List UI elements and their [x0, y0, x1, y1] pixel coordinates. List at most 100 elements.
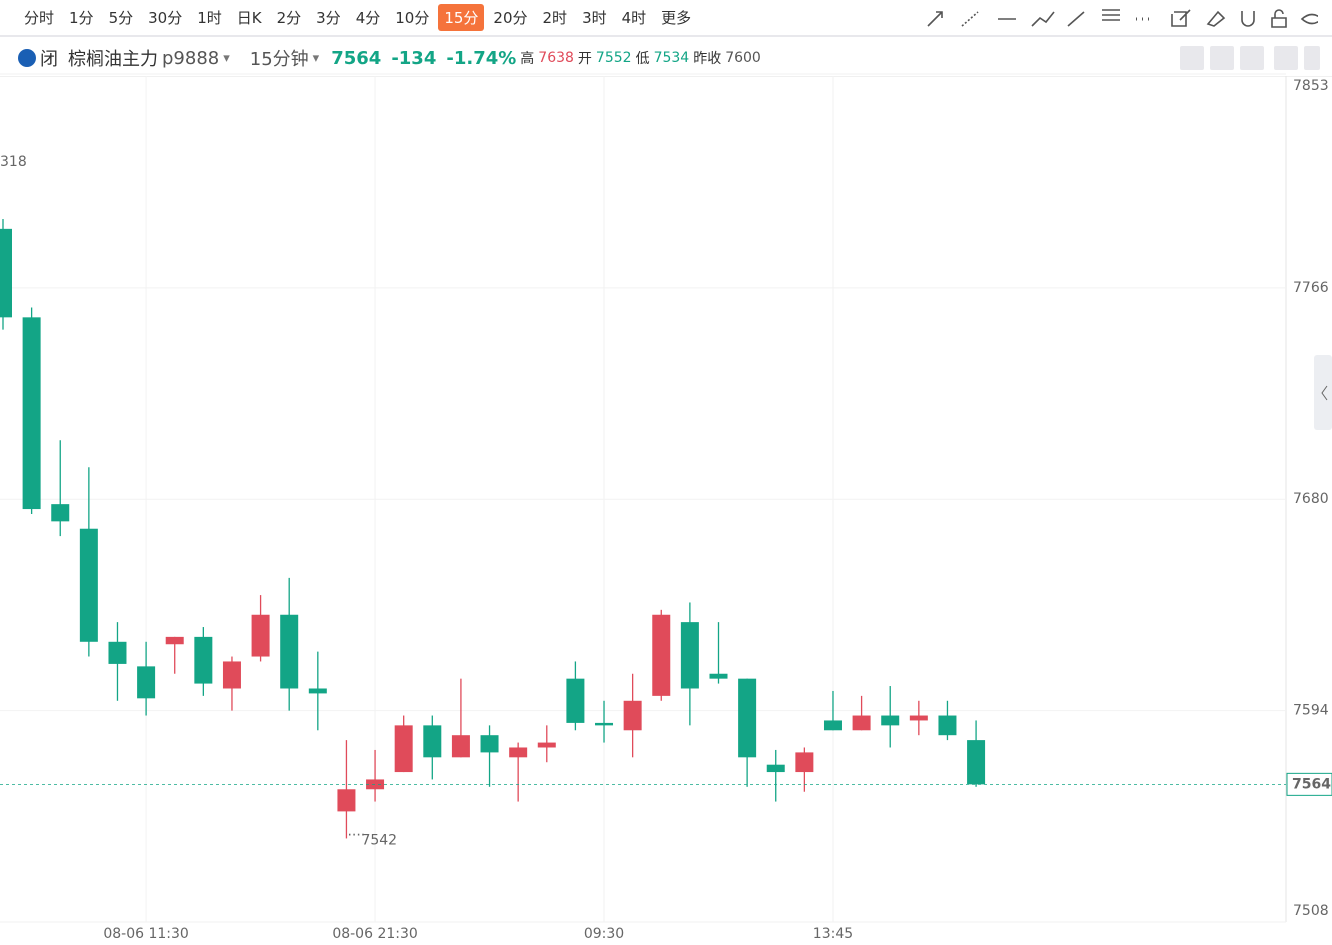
period-tab[interactable]: 3时: [582, 9, 607, 27]
candle-body: [0, 228, 12, 318]
caret: ▾: [223, 50, 230, 66]
candle-body: [394, 725, 413, 773]
period-tab[interactable]: 15分: [438, 4, 485, 31]
y-tick-label: 7853: [1293, 78, 1329, 94]
caret: ▾: [312, 50, 320, 66]
logo: [18, 49, 36, 67]
period-tab[interactable]: 20分: [493, 9, 528, 27]
prev-label: 昨收: [693, 51, 722, 67]
period-tabs: 分时 1分 5分 30分 1时 日K 2分 3分 4分 10分 15分 20分 2时 3时 4时 更多: [18, 4, 700, 31]
btn[interactable]: [1240, 46, 1264, 70]
x-tick-label: 13:45: [813, 926, 853, 942]
candle-body: [51, 504, 70, 522]
draw-tools: [927, 9, 1318, 28]
candle-body: [766, 764, 785, 773]
symbol-name: 棕榈油主力: [68, 49, 158, 70]
candle-body: [537, 742, 556, 748]
x-tick-label: 08-06 21:30: [332, 926, 417, 942]
polyline-tool[interactable]: [1031, 11, 1055, 27]
period-tab[interactable]: 分时: [24, 9, 55, 27]
period-tab[interactable]: 4分: [355, 9, 381, 27]
lock-tool[interactable]: [1271, 9, 1287, 28]
fib-tool[interactable]: [1102, 9, 1120, 21]
btn[interactable]: [1274, 46, 1298, 70]
ray-tool[interactable]: [961, 11, 979, 27]
candle-body: [451, 735, 470, 758]
period-tab[interactable]: 10分: [395, 9, 430, 27]
magnet-tool[interactable]: [1241, 11, 1255, 27]
candle-body: [967, 740, 986, 785]
x-tick-label: 08-06 11:30: [103, 926, 188, 942]
period-tab[interactable]: 5分: [108, 9, 134, 27]
high: 7638: [538, 50, 574, 66]
change: -134: [391, 47, 437, 69]
period[interactable]: 15分钟: [249, 49, 309, 70]
price: 7564: [331, 47, 382, 69]
candle-body: [823, 720, 842, 731]
high-label: 高: [520, 51, 535, 67]
note-tool[interactable]: [1171, 9, 1191, 27]
candle-body: [137, 666, 156, 699]
candle-body: [709, 673, 728, 679]
low-label: 7542: [361, 832, 397, 848]
period-tab[interactable]: 2时: [542, 9, 568, 27]
candle-body: [222, 661, 241, 689]
btn[interactable]: [1210, 46, 1234, 70]
candle-body: [938, 715, 957, 736]
candle-body: [22, 317, 41, 510]
btn[interactable]: [1180, 46, 1204, 70]
period-tab[interactable]: 1时: [197, 9, 222, 27]
period-tab[interactable]: 日K: [236, 9, 262, 27]
candle-body: [595, 722, 614, 726]
open-label: 开: [577, 51, 592, 67]
candle-body: [165, 636, 184, 645]
eraser-tool[interactable]: [1206, 10, 1226, 27]
y-tick-label: 7508: [1293, 903, 1329, 919]
x-tick-label: 09:30: [584, 926, 624, 942]
candle-body: [623, 700, 642, 731]
period-tab[interactable]: 更多: [661, 9, 692, 27]
period-tab[interactable]: 3分: [316, 9, 341, 27]
candle-body: [909, 715, 928, 721]
period-tab[interactable]: 1分: [69, 9, 94, 27]
candle-body: [566, 678, 585, 723]
status: 闭: [40, 49, 58, 70]
candle-body: [337, 789, 356, 812]
annotation: 318: [0, 154, 27, 170]
collapse-icon: [1321, 385, 1328, 401]
period-tab[interactable]: 4时: [621, 9, 647, 27]
low-marker: ····: [347, 827, 365, 843]
candle-body: [308, 688, 327, 694]
btn[interactable]: [1304, 46, 1320, 70]
candle-body: [680, 622, 699, 689]
prev-close: 7600: [725, 50, 761, 66]
symbol-code[interactable]: p9888: [162, 47, 220, 69]
candle-body: [480, 735, 499, 753]
change-pct: -1.74%: [446, 47, 517, 69]
candle-body: [509, 747, 528, 758]
arrow-tool[interactable]: [927, 11, 943, 27]
candle-body: [194, 636, 213, 684]
last-price-tag: [1286, 772, 1332, 796]
y-tick-label: 7680: [1293, 491, 1329, 507]
low: 7534: [653, 50, 690, 66]
chart-buttons: [1180, 46, 1320, 70]
period-tab[interactable]: 2分: [276, 9, 302, 27]
candle-body: [795, 752, 814, 773]
eye-tool[interactable]: [1300, 13, 1318, 25]
candle-body: [738, 678, 757, 758]
candle-body: [251, 614, 270, 657]
last-price-label: 7564: [1292, 776, 1331, 792]
y-tick-label: 7594: [1293, 703, 1329, 719]
period-tab[interactable]: 30分: [148, 9, 183, 27]
segment-tool[interactable]: [1067, 11, 1085, 27]
candle-body: [280, 614, 299, 689]
candle-body: [79, 528, 98, 642]
y-tick-label: 7766: [1293, 280, 1329, 296]
candle-body: [366, 779, 385, 790]
collapse-btn[interactable]: [1314, 355, 1332, 430]
candle-body: [108, 641, 127, 664]
